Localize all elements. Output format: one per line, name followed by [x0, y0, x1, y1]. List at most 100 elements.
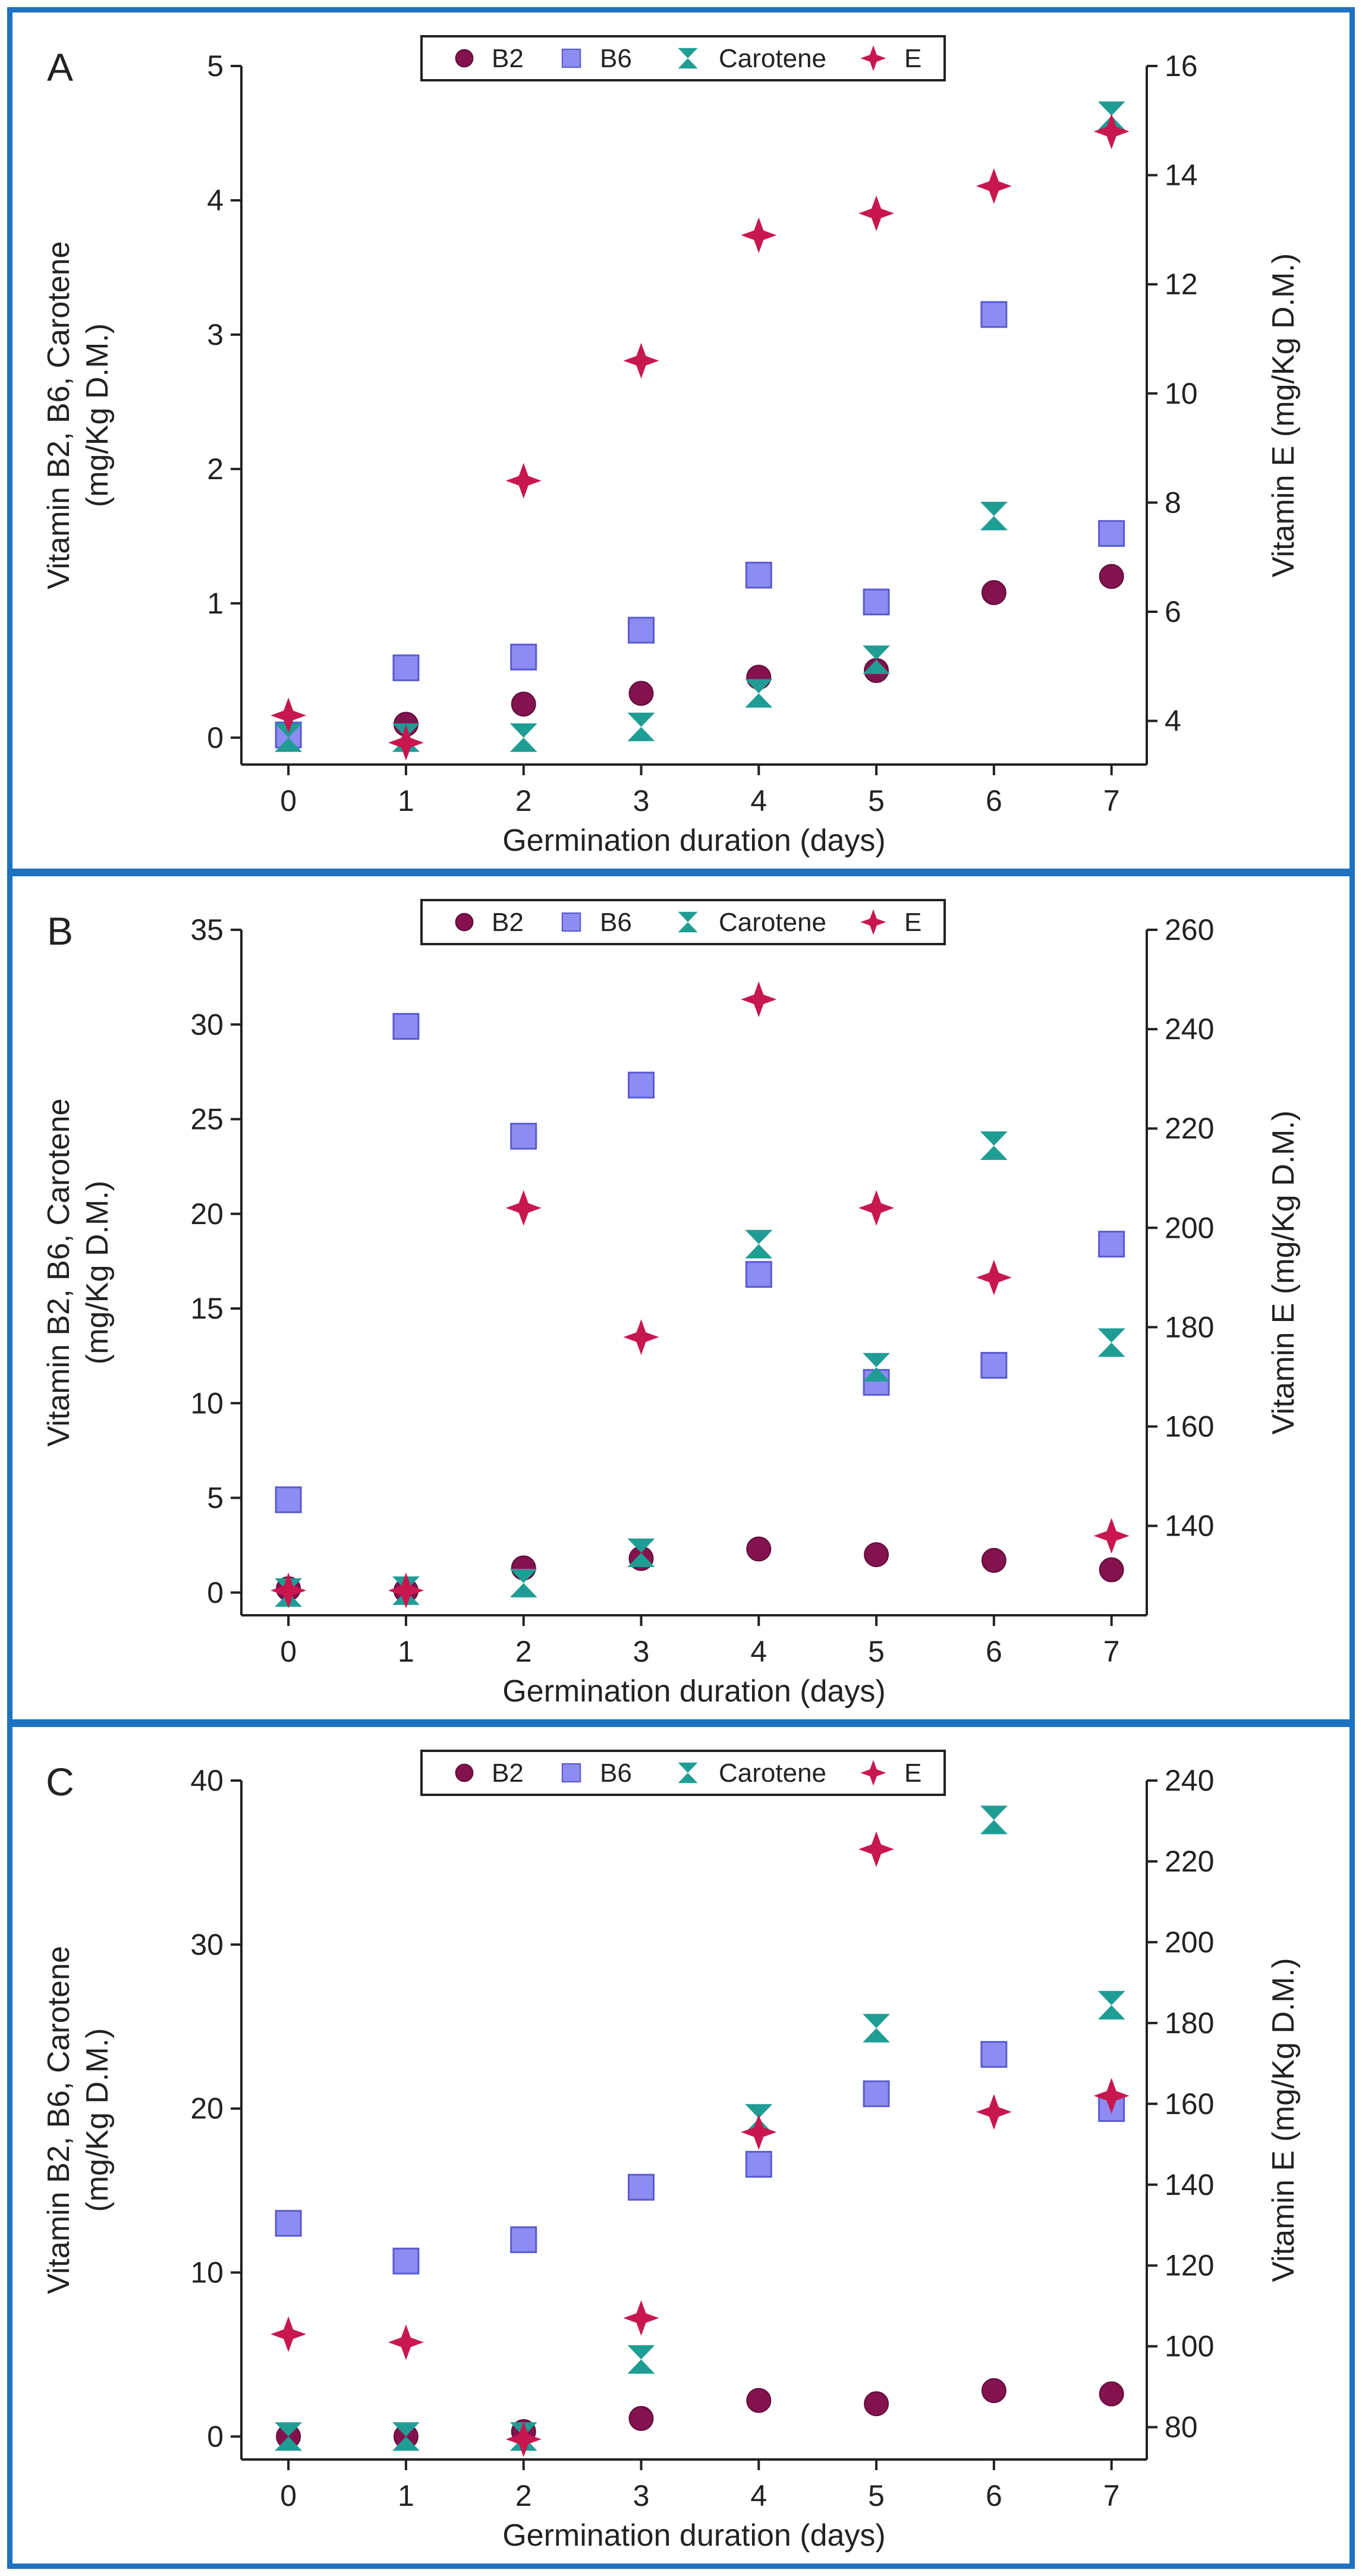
- panel-label: B: [47, 909, 73, 953]
- y2-tick-label: 160: [1165, 1410, 1214, 1443]
- data-point-b2: [981, 2378, 1006, 2404]
- data-point-b6: [745, 2150, 772, 2178]
- legend-marker-carotene: [678, 911, 698, 933]
- data-point-e: [505, 463, 542, 499]
- data-point-b6: [510, 643, 537, 671]
- legend-marker-carotene: [678, 48, 698, 69]
- y-axis-title-line1: Vitamin B2, B6, Carotene: [42, 241, 76, 590]
- x-axis-title: Germination duration (days): [502, 823, 886, 858]
- data-point-e: [858, 1190, 895, 1226]
- data-point-e: [623, 342, 659, 379]
- x-tick-label: 4: [750, 1635, 767, 1668]
- y2-tick-label: 140: [1165, 2168, 1214, 2201]
- y-axis-title-line2: (mg/Kg D.M.): [80, 323, 115, 507]
- x-tick-label: 6: [986, 2479, 1002, 2512]
- y2-tick-label: 120: [1165, 2249, 1214, 2282]
- data-point-carotene: [392, 2422, 420, 2451]
- data-point-b2: [1099, 1557, 1124, 1583]
- series-e: [270, 981, 1130, 1609]
- y2-tick-label: 180: [1165, 2006, 1214, 2040]
- x-tick-label: 7: [1103, 1635, 1120, 1668]
- chart-c: 0 10 20 30 40 80 100 120 140 160 180 200 220 240 0 1 2 3 4…: [42, 1750, 1301, 2553]
- data-point-carotene: [863, 645, 891, 674]
- legend-box: [420, 899, 946, 945]
- data-point-carotene: [509, 723, 537, 752]
- data-point-b2: [981, 1548, 1006, 1573]
- data-point-b2: [1099, 2381, 1124, 2407]
- x-tick-label: 0: [280, 1635, 297, 1668]
- x-tick-label: 1: [398, 1635, 414, 1668]
- data-point-b2: [628, 681, 654, 706]
- x-tick-label: 2: [515, 2479, 532, 2512]
- data-point-b6: [863, 589, 890, 616]
- y2-tick-label: 10: [1165, 377, 1198, 410]
- legend-box: [420, 35, 946, 81]
- legend-label-carotene: Carotene: [719, 44, 826, 73]
- data-point-b6: [510, 1122, 537, 1150]
- data-point-carotene: [863, 2014, 891, 2043]
- data-point-b2: [628, 2406, 654, 2432]
- y-tick-label: 10: [190, 1386, 224, 1420]
- y-tick-label: 0: [207, 1576, 224, 1609]
- legend-marker-b6: [561, 1763, 581, 1783]
- y-tick-label: 15: [190, 1292, 224, 1325]
- panel-a-frame: 0 1 2 3 4 5 4 6 8 10 12 14 16 0 1 2 3 4 5 6 7 Germination dur…: [7, 7, 1355, 874]
- legend-label-b2: B2: [492, 44, 524, 73]
- data-point-b6: [392, 1012, 420, 1040]
- data-point-e: [388, 2324, 424, 2360]
- series-e: [270, 114, 1130, 761]
- data-point-b6: [980, 1352, 1008, 1379]
- data-point-e: [1093, 114, 1130, 150]
- data-point-b2: [1099, 564, 1124, 589]
- x-tick-label: 3: [633, 1635, 650, 1668]
- data-point-carotene: [275, 2422, 303, 2451]
- data-point-e: [388, 1572, 424, 1609]
- y2-axis-title: Vitamin E (mg/Kg D.M.): [1266, 1111, 1301, 1435]
- y2-tick-label: 200: [1165, 1926, 1214, 1959]
- y-axis-title-line2: (mg/Kg D.M.): [80, 1181, 115, 1364]
- y-tick-label: 30: [190, 1928, 224, 1961]
- y2-tick-label: 260: [1165, 913, 1214, 946]
- data-point-e: [1093, 1518, 1130, 1554]
- data-point-carotene: [980, 1131, 1008, 1160]
- legend-marker-carotene: [678, 1762, 698, 1784]
- legend-label-b2: B2: [492, 908, 524, 937]
- y-axis-title-line2: (mg/Kg D.M.): [80, 2028, 115, 2212]
- y-tick-label: 30: [190, 1008, 224, 1041]
- y2-tick-label: 12: [1165, 268, 1198, 301]
- legend-marker-e: [860, 909, 886, 935]
- x-tick-label: 6: [986, 784, 1002, 817]
- data-point-e: [270, 1572, 307, 1609]
- legend-label-e: E: [904, 1759, 921, 1788]
- data-point-carotene: [980, 1806, 1008, 1835]
- data-point-b6: [627, 1071, 655, 1099]
- y2-tick-label: 140: [1165, 1509, 1214, 1543]
- y-tick-label: 0: [207, 721, 224, 754]
- y2-tick-label: 240: [1165, 1764, 1214, 1797]
- x-tick-label: 0: [280, 784, 297, 817]
- x-tick-label: 2: [515, 1635, 532, 1668]
- y2-tick-label: 160: [1165, 2087, 1214, 2121]
- data-point-e: [505, 1190, 542, 1226]
- data-point-e: [1093, 2078, 1130, 2114]
- data-point-e: [976, 1259, 1012, 1295]
- y-tick-label: 2: [207, 452, 224, 486]
- y-tick-label: 4: [207, 184, 224, 217]
- y2-tick-label: 100: [1165, 2330, 1214, 2363]
- y2-tick-label: 80: [1165, 2411, 1198, 2444]
- data-point-e: [505, 2421, 542, 2458]
- y-tick-label: 5: [207, 49, 224, 83]
- y-tick-label: 10: [190, 2256, 224, 2289]
- legend-marker-b2: [455, 1763, 474, 1782]
- x-tick-label: 4: [750, 2479, 767, 2512]
- y-tick-label: 5: [207, 1482, 224, 1515]
- data-point-b6: [745, 561, 772, 589]
- x-tick-label: 1: [398, 2479, 414, 2512]
- data-point-e: [388, 725, 424, 761]
- data-point-e: [976, 2094, 1012, 2130]
- data-point-carotene: [745, 679, 773, 708]
- data-point-b6: [627, 2174, 655, 2201]
- series-carotene: [275, 101, 1125, 752]
- y2-tick-label: 200: [1165, 1211, 1214, 1244]
- data-point-b6: [510, 2226, 537, 2253]
